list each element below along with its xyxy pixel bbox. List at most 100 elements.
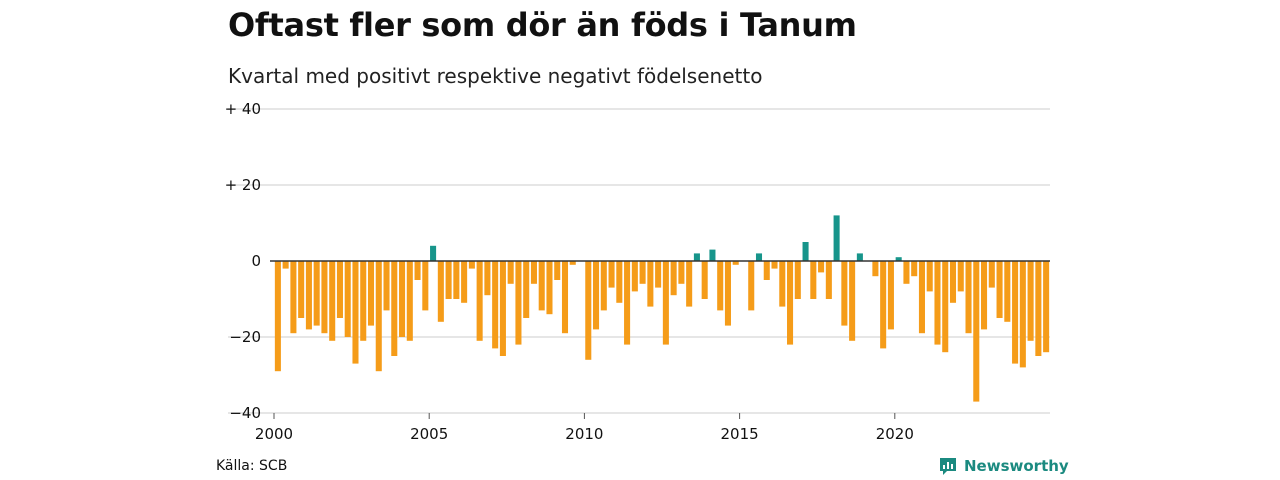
bar: [662, 261, 669, 345]
bar: [942, 261, 949, 353]
bar: [437, 261, 444, 322]
bar: [600, 261, 607, 311]
bar: [926, 261, 933, 292]
newsworthy-logo-icon: [940, 458, 956, 475]
brand-logo: Newsworthy: [938, 456, 1069, 476]
bar: [655, 261, 662, 288]
y-tick-label: + 40: [225, 100, 261, 118]
bar: [422, 261, 429, 311]
bar: [546, 261, 553, 315]
bar: [530, 261, 537, 284]
bar: [856, 253, 863, 261]
x-tick-label: 2000: [255, 425, 293, 443]
bar: [934, 261, 941, 345]
bar: [538, 261, 545, 311]
bar: [794, 261, 801, 299]
bar: [678, 261, 685, 284]
bar: [887, 261, 894, 330]
bar: [329, 261, 336, 341]
x-tick-label: 2005: [410, 425, 448, 443]
bar: [918, 261, 925, 334]
bar: [1004, 261, 1011, 322]
bar: [981, 261, 988, 330]
bar: [608, 261, 615, 288]
bar: [965, 261, 972, 334]
bar: [988, 261, 995, 288]
bar: [414, 261, 421, 280]
bar: [624, 261, 631, 345]
grid-lines: [228, 108, 1050, 414]
bar: [430, 245, 437, 261]
bar: [313, 261, 320, 326]
bar: [523, 261, 530, 318]
bar: [771, 261, 778, 269]
bar: [321, 261, 328, 334]
bar: [593, 261, 600, 330]
chart-subtitle: Kvartal med positivt respektive negativt…: [228, 64, 763, 88]
y-axis-ticks: + 40 + 20 0 −20 −40: [225, 100, 261, 422]
bar: [336, 261, 343, 318]
bar: [453, 261, 460, 299]
bar: [717, 261, 724, 311]
bar: [895, 257, 902, 261]
bar: [344, 261, 351, 337]
bar: [872, 261, 879, 277]
bar: [732, 261, 739, 265]
bar: [818, 261, 825, 273]
bar: [616, 261, 623, 303]
bar: [693, 253, 700, 261]
x-axis-ticks: 2000 2005 2010 2015 2020: [255, 413, 914, 443]
bar: [779, 261, 786, 307]
bar: [686, 261, 693, 307]
bar: [1027, 261, 1034, 341]
bar: [1012, 261, 1019, 364]
bar: [445, 261, 452, 299]
bar: [383, 261, 390, 311]
y-tick-label: −40: [229, 404, 261, 422]
bar: [701, 261, 708, 299]
bar: [639, 261, 646, 284]
bar: [755, 253, 763, 261]
bar: [841, 261, 848, 326]
bar: [802, 242, 809, 261]
bar: [375, 261, 382, 372]
bar: [996, 261, 1003, 318]
bar: [406, 261, 413, 341]
bar: [282, 261, 289, 269]
bar: [724, 261, 731, 326]
bar: [631, 261, 638, 292]
bar: [305, 261, 312, 330]
bar: [290, 261, 297, 334]
bar: [484, 261, 491, 296]
bar: [391, 261, 398, 356]
bar: [1043, 261, 1050, 353]
bar: [399, 261, 406, 337]
bar: [461, 261, 468, 303]
bar: [957, 261, 964, 292]
y-tick-label: −20: [229, 328, 261, 346]
bar: [647, 261, 654, 307]
bar: [833, 215, 840, 261]
bar: [903, 261, 910, 284]
bar: [849, 261, 856, 341]
bar: [911, 261, 918, 277]
bar: [515, 261, 522, 345]
bar: [360, 261, 367, 341]
chart-title: Oftast fler som dör än föds i Tanum: [228, 6, 857, 44]
bar: [468, 261, 475, 269]
y-tick-label: 0: [251, 252, 261, 270]
bar: [973, 261, 980, 402]
x-tick-label: 2010: [565, 425, 603, 443]
bar: [507, 261, 514, 284]
x-tick-label: 2015: [721, 425, 759, 443]
bar: [274, 261, 281, 372]
bar: [1019, 261, 1026, 368]
brand-name: Newsworthy: [964, 457, 1069, 475]
bar: [367, 261, 375, 326]
bar: [825, 261, 832, 299]
bar: [476, 261, 483, 341]
bars: [274, 215, 1050, 402]
y-tick-label: + 20: [225, 176, 261, 194]
bar: [787, 261, 794, 345]
bar: [709, 249, 716, 261]
